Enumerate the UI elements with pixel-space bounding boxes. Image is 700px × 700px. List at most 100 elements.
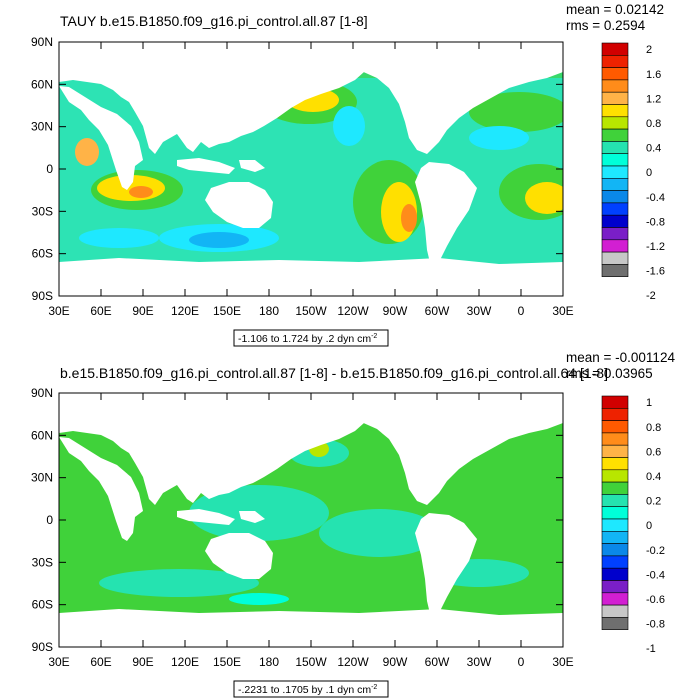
colorbar-label: 0.4 <box>646 143 661 155</box>
colorbar-swatch <box>601 604 629 618</box>
colorbar-label: 1.2 <box>646 93 661 105</box>
colorbar-label: 0 <box>646 520 652 532</box>
panel-1-range-label: -1.106 to 1.724 by .2 dyn cm <box>238 333 371 345</box>
y-tick-label: 0 <box>46 162 53 176</box>
x-tick-label: 60W <box>425 655 450 669</box>
colorbar-label: -1 <box>646 643 656 655</box>
panel-1-range-box: -1.106 to 1.724 by .2 dyn cm-2 <box>233 329 389 347</box>
colorbar-label: -0.4 <box>646 192 665 204</box>
colorbar-swatch <box>601 592 629 606</box>
x-tick-label: 120E <box>171 655 199 669</box>
colorbar-swatch <box>601 408 629 421</box>
panel-2-mean: mean = -0.001124 <box>566 350 675 365</box>
svg-text:-.2231 to .1705 by .1 dyn cm-2: -.2231 to .1705 by .1 dyn cm-2 <box>238 684 377 696</box>
x-tick-label: 150W <box>295 655 327 669</box>
panel-1-range-sup: -2 <box>371 333 377 340</box>
x-tick-label: 30E <box>48 655 69 669</box>
y-tick-label: 60N <box>31 428 53 442</box>
x-tick-label: 60E <box>90 655 111 669</box>
panel-2-title: b.e15.B1850.f09_g16.pi_control.all.87 [1… <box>60 365 608 381</box>
y-tick-label: 90S <box>32 640 53 654</box>
x-tick-label: 150W <box>295 304 327 318</box>
panel-2-rms: rms = 0.03965 <box>566 366 653 381</box>
colorbar-swatch <box>601 531 629 544</box>
colorbar-label: 0.2 <box>646 496 661 508</box>
x-tick-label: 120E <box>171 304 199 318</box>
colorbar-swatch <box>601 469 629 483</box>
colorbar-swatch <box>601 543 629 557</box>
colorbar-label: 1 <box>646 397 652 409</box>
colorbar-swatch <box>601 494 629 508</box>
colorbar-swatch <box>601 506 629 520</box>
y-tick-label: 90N <box>31 35 53 49</box>
colorbar-label: 0.8 <box>646 118 661 130</box>
panel-2-y-ticks: 90N 60N 30N 0 30S 60S 90S <box>31 386 563 654</box>
colorbar-swatch <box>601 457 629 471</box>
panel-1-mean: mean = 0.02142 <box>566 2 664 17</box>
colorbar-label: -0.8 <box>646 216 665 228</box>
x-tick-label: 0 <box>518 655 525 669</box>
colorbar-swatch <box>601 444 629 458</box>
colorbar-swatch <box>601 202 629 216</box>
panel-1-y-ticks: 90N 60N 30N 0 30S 60S 90S <box>31 35 563 303</box>
svg-text:-1.106 to 1.724 by .2 dyn cm-2: -1.106 to 1.724 by .2 dyn cm-2 <box>238 333 377 345</box>
x-tick-label: 30W <box>467 304 492 318</box>
y-tick-label: 0 <box>46 513 53 527</box>
y-tick-label: 30N <box>31 471 53 485</box>
colorbar-swatch <box>601 251 629 265</box>
x-tick-label: 150E <box>213 304 241 318</box>
colorbar-swatch <box>601 617 629 630</box>
colorbar-swatch <box>601 190 629 204</box>
x-tick-label: 90E <box>132 304 153 318</box>
x-tick-label: 120W <box>337 304 369 318</box>
colorbar-label: 0.8 <box>646 422 661 434</box>
colorbar-swatch <box>601 580 629 594</box>
x-tick-label: 150E <box>213 655 241 669</box>
panel-1: TAUY b.e15.B1850.f09_g16.pi_control.all.… <box>31 2 665 347</box>
colorbar-label: 0.4 <box>646 471 661 483</box>
colorbar-label: -0.2 <box>646 545 665 557</box>
panel-2-colorbar: 1 0.8 0.6 0.4 0.2 0 -0.2 -0.4 -0.6 -0.8 -1 <box>601 395 665 655</box>
panel-2-range-box: -.2231 to .1705 by .1 dyn cm-2 <box>233 680 389 698</box>
colorbar-swatch <box>601 239 629 253</box>
colorbar-swatch <box>601 91 629 105</box>
colorbar-swatch <box>601 165 629 179</box>
x-tick-label: 90E <box>132 655 153 669</box>
panel-1-x-ticks: 30E 60E 90E 120E 150E 180 150W 120W 90W 60W 30W 0 30… <box>48 42 574 318</box>
colorbar-label: -0.6 <box>646 594 665 606</box>
x-tick-label: 30W <box>467 655 492 669</box>
colorbar-swatch <box>601 153 629 167</box>
y-tick-label: 30N <box>31 120 53 134</box>
y-tick-label: 90S <box>32 289 53 303</box>
x-tick-label: 30E <box>552 655 573 669</box>
panel-1-title: TAUY b.e15.B1850.f09_g16.pi_control.all.… <box>60 13 368 29</box>
colorbar-label: -1.6 <box>646 266 665 278</box>
colorbar-swatch <box>601 567 629 581</box>
y-tick-label: 60N <box>31 77 53 91</box>
colorbar-swatch <box>601 481 629 495</box>
colorbar-swatch <box>601 420 629 434</box>
x-tick-label: 30E <box>552 304 573 318</box>
x-tick-label: 0 <box>518 304 525 318</box>
colorbar-swatch <box>601 555 629 569</box>
colorbar-swatch <box>601 518 629 532</box>
panel-1-map: 30E 60E 90E 120E 150E 180 150W 120W 90W 60W 30W 0 30… <box>31 35 574 318</box>
colorbar-swatch <box>601 395 629 409</box>
colorbar-label: -2 <box>646 290 656 302</box>
colorbar-swatch <box>601 141 629 155</box>
x-tick-label: 30E <box>48 304 69 318</box>
colorbar-swatch <box>601 42 629 56</box>
colorbar-swatch <box>601 214 629 228</box>
colorbar-label: 2 <box>646 44 652 56</box>
x-tick-label: 60E <box>90 304 111 318</box>
colorbar-swatch <box>601 178 629 191</box>
colorbar-swatch <box>601 227 629 241</box>
panel-1-rms: rms = 0.2594 <box>566 18 646 33</box>
colorbar-label: 0 <box>646 167 652 179</box>
panel-2-range-label: -.2231 to .1705 by .1 dyn cm <box>238 684 371 696</box>
colorbar-label: -0.4 <box>646 569 665 581</box>
x-tick-label: 90W <box>383 655 408 669</box>
colorbar-label: 1.6 <box>646 69 661 81</box>
colorbar-swatch <box>601 67 629 81</box>
